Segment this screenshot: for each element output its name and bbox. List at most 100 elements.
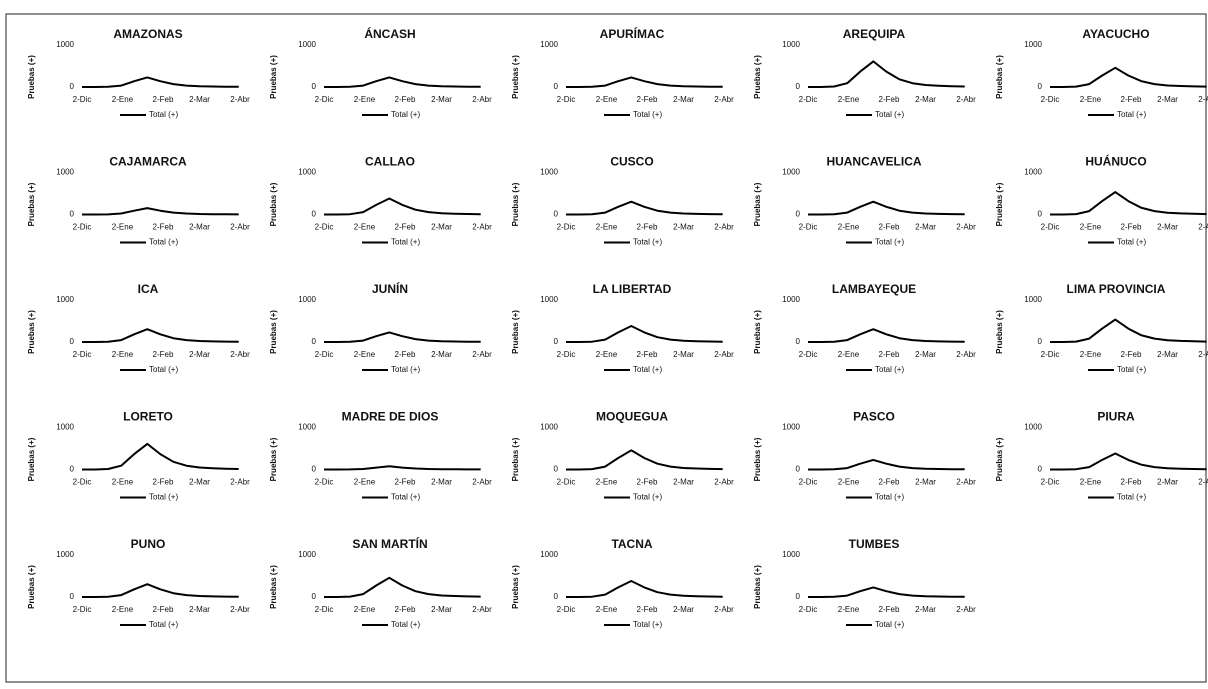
- frame: [5, 13, 1207, 683]
- small-chart: LAMBAYEQUE Pruebas (+) 0 1000 2-Dic 2-Ene 2-Fe…: [753, 282, 976, 374]
- x-tick-label: 2-Feb: [395, 350, 416, 359]
- x-tick-label: 2-Mar: [673, 350, 694, 359]
- chart-title: CALLAO: [365, 155, 415, 169]
- y-axis-label: Pruebas (+): [995, 310, 1004, 354]
- x-tick-label: 2-Ene: [1080, 350, 1102, 359]
- y-tick-label: 1000: [56, 295, 74, 304]
- y-axis-label: Pruebas (+): [753, 182, 762, 226]
- chart-title: LAMBAYEQUE: [832, 282, 916, 296]
- y-tick-label: 0: [70, 337, 75, 346]
- series-line: [808, 458, 965, 471]
- x-tick-label: 2-Feb: [637, 350, 658, 359]
- y-axis-label: Pruebas (+): [27, 565, 36, 609]
- x-tick-label: 2-Feb: [395, 95, 416, 104]
- x-tick-label: 2-Abr: [714, 478, 734, 487]
- small-chart: HUANCAVELICA Pruebas (+) 0 1000 2-Dic 2-Ene 2-…: [753, 155, 976, 247]
- x-tick-label: 2-Abr: [956, 95, 976, 104]
- x-tick-label: 2-Ene: [354, 350, 376, 359]
- x-tick-label: 2-Ene: [838, 223, 860, 232]
- x-tick-label: 2-Abr: [1198, 95, 1208, 104]
- y-tick-label: 0: [312, 82, 317, 91]
- x-tick-label: 2-Abr: [956, 350, 976, 359]
- y-axis-label: Pruebas (+): [27, 437, 36, 481]
- y-tick-label: 1000: [298, 295, 316, 304]
- x-tick-label: 2-Abr: [956, 478, 976, 487]
- small-chart: MADRE DE DIOS Pruebas (+) 0 1000 2-Dic 2-Ene 2…: [269, 410, 492, 502]
- x-tick-label: 2-Feb: [1121, 95, 1142, 104]
- y-tick-label: 1000: [298, 40, 316, 49]
- x-tick-label: 2-Dic: [315, 350, 334, 359]
- y-axis-label: Pruebas (+): [753, 565, 762, 609]
- legend-label: Total (+): [633, 365, 662, 374]
- small-chart: HUÁNUCO Pruebas (+) 0 1000 2-Dic 2-Ene 2-Feb 2-…: [995, 154, 1208, 247]
- small-chart: LIMA PROVINCIA Pruebas (+) 0 1000 2-Dic 2-Ene…: [995, 282, 1208, 374]
- x-tick-label: 2-Dic: [557, 223, 576, 232]
- y-tick-label: 0: [1038, 337, 1043, 346]
- y-tick-label: 0: [1038, 82, 1043, 91]
- small-chart: CAJAMARCA Pruebas (+) 0 1000 2-Dic 2-Ene 2-Feb…: [27, 155, 250, 247]
- legend-label: Total (+): [633, 620, 662, 629]
- y-tick-label: 0: [796, 210, 801, 219]
- chart-title: AREQUIPA: [843, 27, 906, 41]
- legend-label: Total (+): [149, 493, 178, 502]
- x-tick-label: 2-Dic: [799, 223, 818, 232]
- x-tick-label: 2-Dic: [1041, 223, 1060, 232]
- small-chart: PUNO Pruebas (+) 0 1000 2-Dic 2-Ene 2-Feb 2-Mar…: [27, 537, 250, 629]
- series-line: [82, 442, 239, 471]
- x-tick-label: 2-Abr: [714, 223, 734, 232]
- x-tick-label: 2-Ene: [354, 223, 376, 232]
- chart-title: MOQUEGUA: [596, 410, 668, 424]
- series-line: [808, 328, 965, 343]
- y-tick-label: 0: [796, 465, 801, 474]
- series-line: [82, 207, 239, 216]
- series-line: [324, 197, 481, 216]
- series-line: [82, 328, 239, 343]
- x-tick-label: 2-Ene: [112, 223, 134, 232]
- series-line: [1050, 452, 1207, 471]
- x-tick-label: 2-Abr: [956, 223, 976, 232]
- small-chart: AYACUCHO Pruebas (+) 0 1000 2-Dic 2-Ene 2-Feb 2…: [995, 27, 1208, 119]
- y-tick-label: 1000: [1024, 295, 1042, 304]
- y-tick-label: 0: [796, 337, 801, 346]
- legend-label: Total (+): [391, 365, 420, 374]
- y-axis-label: Pruebas (+): [27, 55, 36, 99]
- x-tick-label: 2-Feb: [637, 95, 658, 104]
- x-tick-label: 2-Mar: [431, 605, 452, 614]
- y-tick-label: 0: [554, 82, 559, 91]
- y-tick-label: 1000: [1024, 423, 1042, 432]
- x-tick-label: 2-Dic: [799, 478, 818, 487]
- y-tick-label: 0: [312, 337, 317, 346]
- x-tick-label: 2-Ene: [838, 605, 860, 614]
- chart-title: LORETO: [123, 410, 173, 424]
- chart-title: LA LIBERTAD: [593, 282, 672, 296]
- y-tick-label: 1000: [782, 423, 800, 432]
- y-tick-label: 0: [554, 337, 559, 346]
- series-line: [1050, 66, 1207, 88]
- x-tick-label: 2-Mar: [673, 605, 694, 614]
- chart-title: CUSCO: [610, 155, 653, 169]
- small-chart: AREQUIPA Pruebas (+) 0 1000 2-Dic 2-Ene 2-Feb 2…: [753, 27, 976, 119]
- x-tick-label: 2-Mar: [189, 478, 210, 487]
- legend-label: Total (+): [875, 365, 904, 374]
- y-axis-label: Pruebas (+): [27, 310, 36, 354]
- y-tick-label: 1000: [540, 550, 558, 559]
- chart-title: AMAZONAS: [113, 27, 182, 41]
- x-tick-label: 2-Abr: [1198, 223, 1208, 232]
- x-tick-label: 2-Mar: [431, 478, 452, 487]
- x-tick-label: 2-Dic: [73, 95, 92, 104]
- y-tick-label: 1000: [540, 295, 558, 304]
- series-line: [566, 449, 723, 471]
- x-tick-label: 2-Dic: [1041, 95, 1060, 104]
- x-tick-label: 2-Dic: [799, 95, 818, 104]
- x-tick-label: 2-Mar: [673, 223, 694, 232]
- chart-title: LIMA PROVINCIA: [1067, 282, 1166, 296]
- x-tick-label: 2-Abr: [1198, 350, 1208, 359]
- x-tick-label: 2-Abr: [472, 478, 492, 487]
- x-tick-label: 2-Mar: [915, 605, 936, 614]
- y-tick-label: 0: [70, 210, 75, 219]
- series-line: [82, 583, 239, 598]
- x-tick-label: 2-Abr: [472, 95, 492, 104]
- chart-title: SAN MARTÍN: [352, 536, 427, 551]
- x-tick-label: 2-Mar: [673, 478, 694, 487]
- y-tick-label: 0: [312, 210, 317, 219]
